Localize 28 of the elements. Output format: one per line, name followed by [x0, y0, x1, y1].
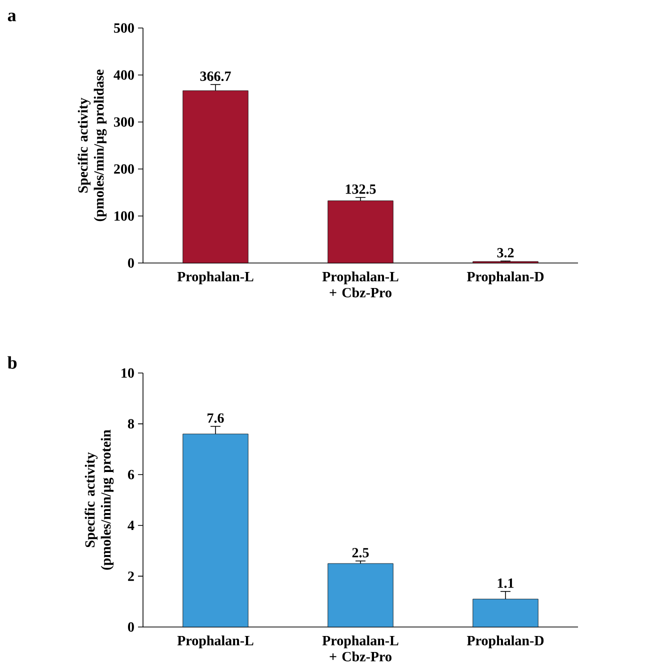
data-label: 2.5	[352, 548, 369, 558]
text: b	[8, 356, 17, 369]
y-tick-label: 4	[128, 520, 134, 530]
y-tick-label: 10	[122, 368, 134, 378]
data-label: 1.1	[498, 578, 514, 588]
y-tick-label: 300	[114, 117, 134, 127]
data-label: 3.2	[497, 248, 514, 258]
x-tick-label: Prophalan-L + Cbz-Pro	[322, 272, 398, 298]
y-axis-title: Specific activity (pmoles/min/µg prolidase	[78, 70, 107, 222]
x-tick-label: Prophalan-L	[177, 272, 254, 284]
y-axis-title: Specific activity (pmoles/min/µg protein	[84, 430, 114, 570]
data-label: 7.6	[208, 413, 224, 423]
y-tick-label: 6	[128, 470, 134, 480]
y-tick-label: 2	[128, 572, 134, 581]
data-label: 366.7	[200, 72, 231, 82]
y-tick-label: 500	[114, 23, 134, 33]
x-tick-label: Prophalan-L	[177, 636, 254, 648]
y-tick-label: 8	[128, 419, 134, 429]
x-tick-label: Prophalan-L + Cbz-Pro	[322, 636, 398, 662]
data-label: 132.5	[346, 184, 376, 194]
y-tick-label: 200	[114, 164, 134, 174]
y-tick-label: 400	[114, 70, 134, 80]
y-tick-label: 0	[128, 258, 134, 268]
y-tick-label: 100	[114, 211, 134, 221]
y-tick-label: 0	[128, 622, 134, 632]
x-tick-label: Prophalan-D	[466, 636, 544, 648]
text: a	[8, 12, 16, 22]
x-tick-label: Prophalan-D	[466, 272, 544, 284]
